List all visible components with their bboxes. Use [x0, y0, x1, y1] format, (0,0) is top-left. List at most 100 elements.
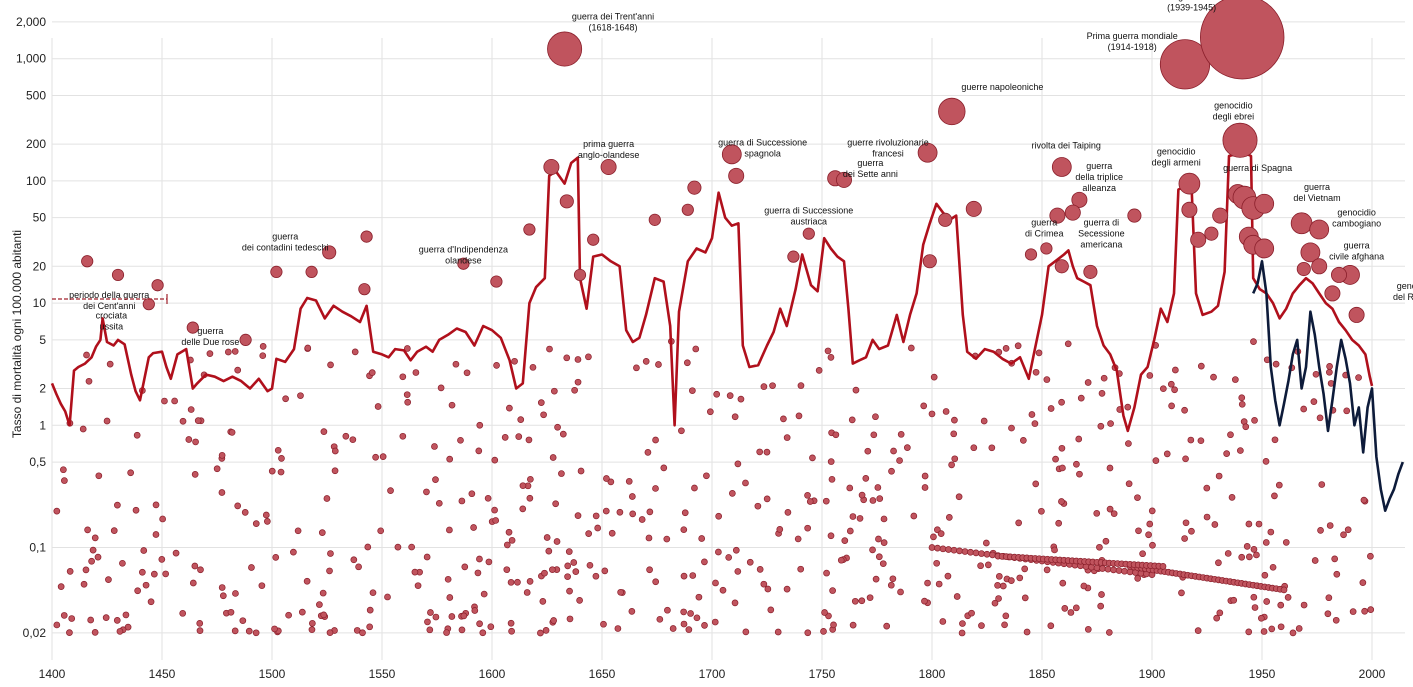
conflict-dot: [527, 475, 534, 483]
conflict-dot: [1080, 582, 1088, 590]
conflict-dot: [683, 359, 691, 367]
conflict-dot: [102, 614, 110, 621]
trend-line: [50, 151, 1374, 433]
conflict-dot: [331, 447, 339, 455]
conflict-dot: [558, 470, 565, 477]
conflict-dot: [935, 580, 943, 588]
conflict-dot: [815, 367, 823, 374]
war-annotation: periodo della guerra: [69, 290, 149, 300]
conflict-dot: [856, 515, 864, 522]
y-tick-label: 0,5: [29, 455, 46, 469]
conflict-dot: [91, 629, 99, 636]
conflict-dot: [399, 432, 407, 440]
conflict-dot: [1215, 559, 1222, 567]
conflict-dot: [1178, 589, 1185, 597]
conflict-dot: [933, 559, 941, 567]
war-annotation: guerra: [857, 158, 883, 168]
conflict-dot: [804, 491, 811, 499]
conflict-dot: [403, 391, 411, 399]
conflict-dot: [1002, 345, 1010, 352]
conflict-dot: [607, 478, 615, 486]
conflict-dot: [1002, 612, 1010, 620]
conflict-dot: [896, 457, 903, 464]
x-tick-label: 2000: [1359, 667, 1386, 681]
y-tick-label: 0,02: [23, 626, 47, 640]
conflict-dot: [1182, 519, 1190, 527]
war-bubble: [1309, 219, 1330, 240]
conflict-dot: [1059, 464, 1066, 472]
conflict-dot: [537, 399, 545, 407]
war-bubble: [1300, 242, 1321, 263]
conflict-dot: [680, 526, 688, 534]
war-annotation: genocidio: [1337, 208, 1376, 218]
conflict-dot: [883, 622, 891, 630]
conflict-dot: [446, 455, 454, 463]
conflict-dot: [849, 621, 857, 629]
conflict-dot: [991, 599, 999, 607]
conflict-dot: [875, 535, 882, 543]
conflict-dot: [554, 423, 561, 431]
conflict-dot: [565, 548, 573, 555]
conflict-dot: [983, 550, 991, 558]
war-annotation: rivolta dei Taiping: [1032, 140, 1101, 150]
conflict-dot: [797, 565, 805, 573]
conflict-dot: [566, 615, 574, 623]
conflict-dot: [1134, 575, 1142, 582]
conflict-dot: [1099, 565, 1106, 572]
conflict-dot: [655, 361, 662, 368]
y-tick-label: 2,000: [16, 15, 46, 29]
conflict-dot: [804, 524, 812, 532]
conflict-dot: [897, 588, 904, 596]
war-bubble: [1049, 207, 1066, 224]
conflict-dot: [53, 507, 61, 515]
conflict-dot: [746, 558, 754, 566]
conflict-dot: [1262, 539, 1270, 546]
conflict-dot: [259, 352, 267, 360]
conflict-dot: [715, 548, 722, 556]
conflict-dot: [1058, 444, 1066, 452]
conflict-dot: [241, 509, 249, 516]
war-bubble: [360, 230, 373, 243]
conflict-dot: [252, 520, 260, 528]
conflict-dot: [756, 448, 764, 456]
conflict-dot: [689, 572, 697, 579]
x-tick-label: 1950: [1249, 667, 1276, 681]
war-annotation: guerra: [272, 232, 298, 242]
conflict-dot: [384, 593, 391, 601]
conflict-dot: [192, 438, 199, 446]
conflict-dot: [446, 526, 453, 534]
conflict-dot: [320, 611, 328, 619]
conflict-dot: [432, 476, 439, 483]
conflict-dot: [526, 494, 534, 502]
conflict-dot: [1110, 510, 1118, 518]
conflict-dot: [930, 533, 937, 541]
war-bubble: [1204, 226, 1219, 241]
war-bubble: [322, 245, 337, 260]
conflict-dot: [870, 431, 878, 439]
conflict-dot: [1100, 374, 1108, 382]
conflict-dot: [79, 425, 87, 433]
conflict-dot: [920, 402, 928, 410]
conflict-dot: [113, 617, 121, 624]
conflict-dot: [349, 436, 357, 444]
conflict-dot: [408, 543, 416, 551]
conflict-dot: [1349, 608, 1357, 615]
conflict-dot: [150, 570, 158, 578]
y-tick-label: 2: [39, 382, 46, 396]
conflict-dot: [1064, 340, 1072, 348]
conflict-dot: [1355, 374, 1362, 381]
conflict-dot: [187, 406, 195, 413]
conflict-dot: [734, 460, 742, 468]
conflict-dot: [678, 427, 685, 435]
conflict-dot: [1238, 400, 1246, 408]
conflict-dot: [602, 507, 610, 515]
conflict-dot: [1280, 586, 1288, 594]
conflict-dot: [1125, 440, 1132, 447]
conflict-dot: [232, 590, 239, 597]
conflict-dot: [227, 608, 235, 616]
conflict-dot: [327, 361, 334, 369]
conflict-dot: [60, 466, 67, 474]
war-bubble: [787, 250, 800, 263]
conflict-dot: [571, 386, 578, 394]
